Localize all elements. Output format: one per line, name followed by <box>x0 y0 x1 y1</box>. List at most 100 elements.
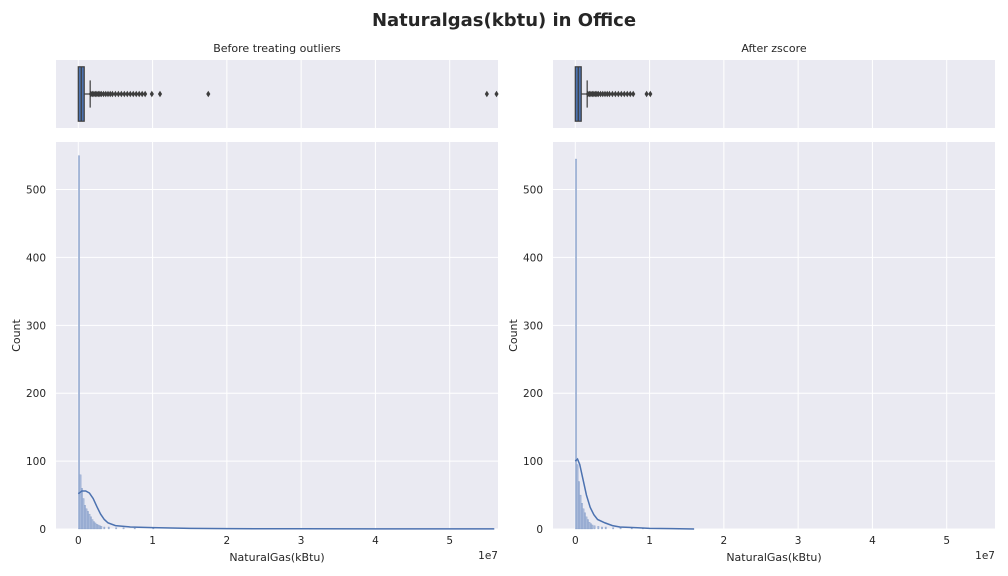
chart1-x-tick-label: 4 <box>869 535 876 547</box>
chart0-y-tick-label: 100 <box>26 456 46 468</box>
chart1-hist-bar <box>588 522 591 530</box>
chart1-hist-bar <box>589 523 592 530</box>
chart0-boxplot-flier <box>125 90 130 98</box>
chart1-x-axis-label: NaturalGas(kBtu) <box>726 551 821 564</box>
chart0-boxplot-flier <box>134 90 139 98</box>
right-panel: After zscore 0 1 2 3 4 5 0 100 200 300 400 500 Natura… <box>507 42 995 564</box>
left-panel: Before treating outliers 0 1 2 3 4 5 0 100 200 300… <box>10 42 499 564</box>
chart1-boxplot-flier <box>628 90 633 98</box>
chart0-hist-bar <box>79 474 82 530</box>
chart1-boxplot-flier <box>600 90 605 98</box>
chart0-boxplot-flier <box>116 90 121 98</box>
chart0-hist-bar <box>88 513 91 530</box>
chart0-hist-bar <box>103 526 106 530</box>
chart0-y-tick-label: 300 <box>26 320 46 332</box>
chart0-x-tick-label: 5 <box>446 535 453 547</box>
chart1-hist-bar <box>581 503 583 530</box>
chart1-hist-bar <box>604 526 607 530</box>
chart1-x-tick-label: 1 <box>646 535 653 547</box>
chart1-hist-bar <box>619 527 622 530</box>
chart1-hist-bar <box>584 512 586 530</box>
chart1-boxplot-flier <box>598 90 603 98</box>
chart1-boxplot-flier <box>648 90 653 98</box>
chart0-hist-bar <box>100 526 103 530</box>
chart0-hist-bar <box>94 522 97 530</box>
chart0-hist-bar <box>133 528 136 530</box>
chart0-boxplot-flier <box>484 90 489 98</box>
chart1-hist-bar <box>585 516 588 530</box>
chart0-hist-bar <box>90 516 92 530</box>
figure-title: Naturalgas(kbtu) in Office <box>372 10 636 31</box>
chart0-boxplot-flier <box>494 90 499 98</box>
chart0-boxplot-flier <box>157 90 163 98</box>
chart1-hist-bar <box>578 481 580 530</box>
chart0-hist-bar <box>78 155 80 530</box>
chart0-boxplot-flier <box>128 90 133 98</box>
chart0-hist-axes <box>56 142 498 529</box>
chart0-boxplot-flier <box>143 90 148 98</box>
chart1-boxplot-flier <box>613 90 618 98</box>
chart0-boxplot-flier <box>122 90 127 98</box>
chart0-y-tick-label: 500 <box>26 185 46 197</box>
chart0-hist-bar <box>92 521 95 530</box>
chart1-x-offset-label: 1e7 <box>975 550 995 562</box>
chart0-y-axis-label: Count <box>10 318 23 351</box>
chart0-y-tick-label: 200 <box>26 388 46 400</box>
chart0-boxplot-flier <box>110 90 115 98</box>
chart0-kde-line <box>77 490 495 530</box>
chart1-x-tick-label: 5 <box>943 535 950 547</box>
chart0-hist-bar <box>115 527 118 530</box>
chart0-hist-bar <box>82 498 85 530</box>
chart0-boxplot-flier <box>103 90 108 98</box>
chart0-boxplot-flier <box>99 90 104 98</box>
chart1-y-tick-label: 300 <box>523 320 543 332</box>
chart0-boxplot-flier <box>101 90 106 98</box>
chart0-hist-bar <box>152 528 155 530</box>
chart1-y-tick-label: 200 <box>523 388 543 400</box>
chart0-boxplot-flier <box>206 90 211 98</box>
chart1-hist-bar <box>612 527 615 530</box>
chart1-hist-bar <box>575 158 577 530</box>
chart0-hist-bar <box>81 488 83 530</box>
chart0-hist-bar <box>91 519 94 530</box>
chart1-boxplot-flier <box>631 90 636 98</box>
chart1-hist-bar <box>582 508 585 530</box>
chart1-boxplot-flier <box>607 90 612 98</box>
chart1-y-axis-label: Count <box>507 318 520 351</box>
chart1-title: After zscore <box>741 42 806 55</box>
chart0-title: Before treating outliers <box>213 42 341 55</box>
chart0-x-tick-label: 4 <box>372 535 379 547</box>
chart1-x-tick-label: 2 <box>721 535 728 547</box>
chart0-hist-bar <box>107 526 110 530</box>
chart1-hist-bar <box>579 494 582 530</box>
chart1-boxplot-flier <box>602 90 608 98</box>
chart1-hist-bar <box>587 519 589 530</box>
chart0-hist-bar <box>85 508 88 530</box>
chart1-hist-bar <box>597 526 600 530</box>
chart1-hist-bar <box>576 464 579 530</box>
chart1-boxplot-flier <box>622 90 627 98</box>
chart0-hist-bar <box>122 527 125 530</box>
chart1-boxplot-flier <box>644 90 649 98</box>
chart0-hist-bar <box>98 525 101 530</box>
chart1-hist-bar <box>591 524 594 530</box>
chart0-hist-bar <box>84 505 86 530</box>
chart0-hist-bar <box>97 524 100 530</box>
chart1-y-tick-label: 400 <box>523 252 543 264</box>
chart0-x-tick-label: 3 <box>298 535 305 547</box>
chart0-hist-bar <box>87 511 89 530</box>
chart0-x-offset-label: 1e7 <box>478 550 498 562</box>
chart0-y-tick-label: 400 <box>26 252 46 264</box>
chart0-x-tick-label: 2 <box>224 535 231 547</box>
chart0-boxplot-flier <box>113 90 118 98</box>
chart0-y-tick-label: 0 <box>39 524 46 536</box>
chart0-boxplot-flier <box>119 90 124 98</box>
chart1-boxplot-flier <box>625 90 630 98</box>
chart1-x-tick-label: 0 <box>572 535 579 547</box>
chart1-y-tick-label: 0 <box>536 524 543 536</box>
chart0-boxplot-flier <box>131 90 136 98</box>
chart0-boxplot-flier <box>105 90 111 98</box>
chart1-boxplot-flier <box>596 90 601 98</box>
chart1-boxplot-flier <box>610 90 615 98</box>
